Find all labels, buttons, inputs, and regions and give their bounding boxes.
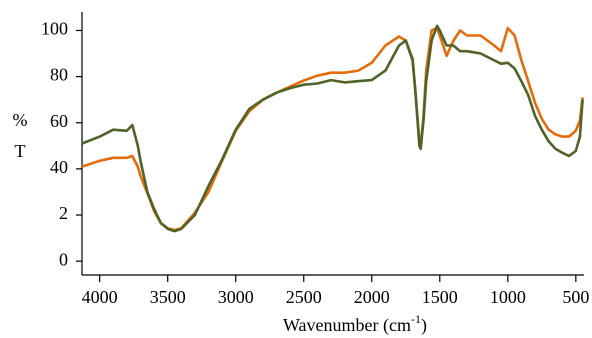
x-tick-label: 2000	[354, 287, 390, 307]
y-tick-label: 100	[41, 19, 68, 39]
y-tick-label: 2	[59, 203, 68, 223]
x-tick-label: 3000	[218, 287, 254, 307]
x-tick-label: 1500	[422, 287, 458, 307]
y-tick-label: 60	[50, 111, 68, 131]
y-tick-label: 40	[50, 157, 68, 177]
y-tick-label: 0	[59, 249, 68, 269]
spectrum-line	[81, 24, 584, 233]
spectrum-line	[81, 26, 584, 232]
x-tick-label: 500	[562, 287, 589, 307]
y-axis-label: %	[13, 110, 28, 130]
x-axis-label-text: Wavenumber (cm	[283, 315, 411, 336]
x-tick-label: 3500	[150, 287, 186, 307]
x-tick-label: 4000	[82, 287, 118, 307]
y-tick-label: 80	[50, 65, 68, 85]
x-tick-label: 2500	[286, 287, 322, 307]
x-axis-label-sup: -1	[411, 312, 421, 326]
x-tick-label: 1000	[490, 287, 526, 307]
x-axis-label-end: )	[421, 315, 427, 336]
y-axis-label: T	[15, 141, 26, 161]
x-axis-label: Wavenumber (cm-1)	[283, 312, 427, 336]
